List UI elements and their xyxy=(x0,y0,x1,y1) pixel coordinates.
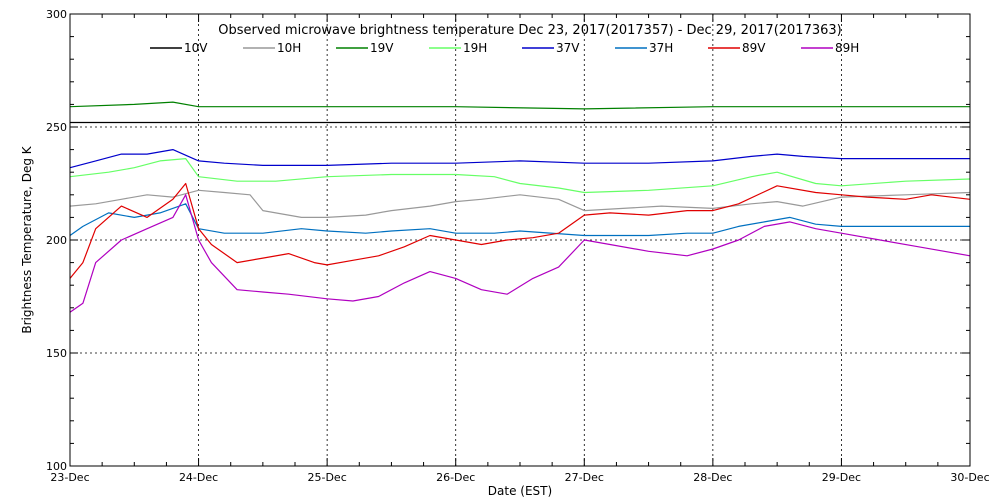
series-line-19h xyxy=(69,158,971,194)
y-tick-label: 150 xyxy=(46,347,67,360)
series-line-37h xyxy=(69,203,970,237)
y-tick-label: 100 xyxy=(46,460,67,473)
legend-label: 19H xyxy=(463,41,487,55)
x-tick-label: 26-Dec xyxy=(436,471,475,484)
legend-label: 37H xyxy=(649,41,673,55)
x-tick-label: 30-Dec xyxy=(950,471,989,484)
x-tick-label: 27-Dec xyxy=(565,471,604,484)
series-line-89h xyxy=(69,194,971,313)
x-axis-title: Date (EST) xyxy=(488,484,552,498)
legend-label: 89H xyxy=(835,41,859,55)
x-tick-label: 25-Dec xyxy=(308,471,347,484)
y-axis-ticks: 100 150 200 250 300 xyxy=(46,8,970,473)
x-tick-label: 29-Dec xyxy=(822,471,861,484)
x-tick-label: 28-Dec xyxy=(693,471,732,484)
y-tick-label: 250 xyxy=(46,121,67,134)
grid-lines xyxy=(70,14,970,466)
series-line-10h xyxy=(69,189,971,218)
legend-label: 89V xyxy=(742,41,766,55)
x-tick-label: 24-Dec xyxy=(179,471,218,484)
legend-label: 10H xyxy=(277,41,301,55)
legend-label: 10V xyxy=(184,41,208,55)
y-tick-label: 300 xyxy=(46,8,67,21)
legend-label: 37V xyxy=(556,41,580,55)
y-tick-label: 200 xyxy=(46,234,67,247)
y-axis-title: Brightness Temperature, Deg K xyxy=(20,145,34,333)
series-line-89v xyxy=(69,182,971,279)
x-axis-ticks: 23-Dec 24-Dec 25-Dec 26-Dec 27-Dec 28-Dec 29-D… xyxy=(50,14,990,484)
series-line-37v xyxy=(69,149,970,169)
chart-title: Observed microwave brightness temperatur… xyxy=(218,23,842,38)
series-lines xyxy=(69,101,971,313)
series-line-19v xyxy=(69,101,970,110)
x-tick-label: 23-Dec xyxy=(50,471,89,484)
legend-label: 19V xyxy=(370,41,394,55)
legend: 10V 10H 19V 19H 37V 37H 89V 89H xyxy=(150,41,859,55)
